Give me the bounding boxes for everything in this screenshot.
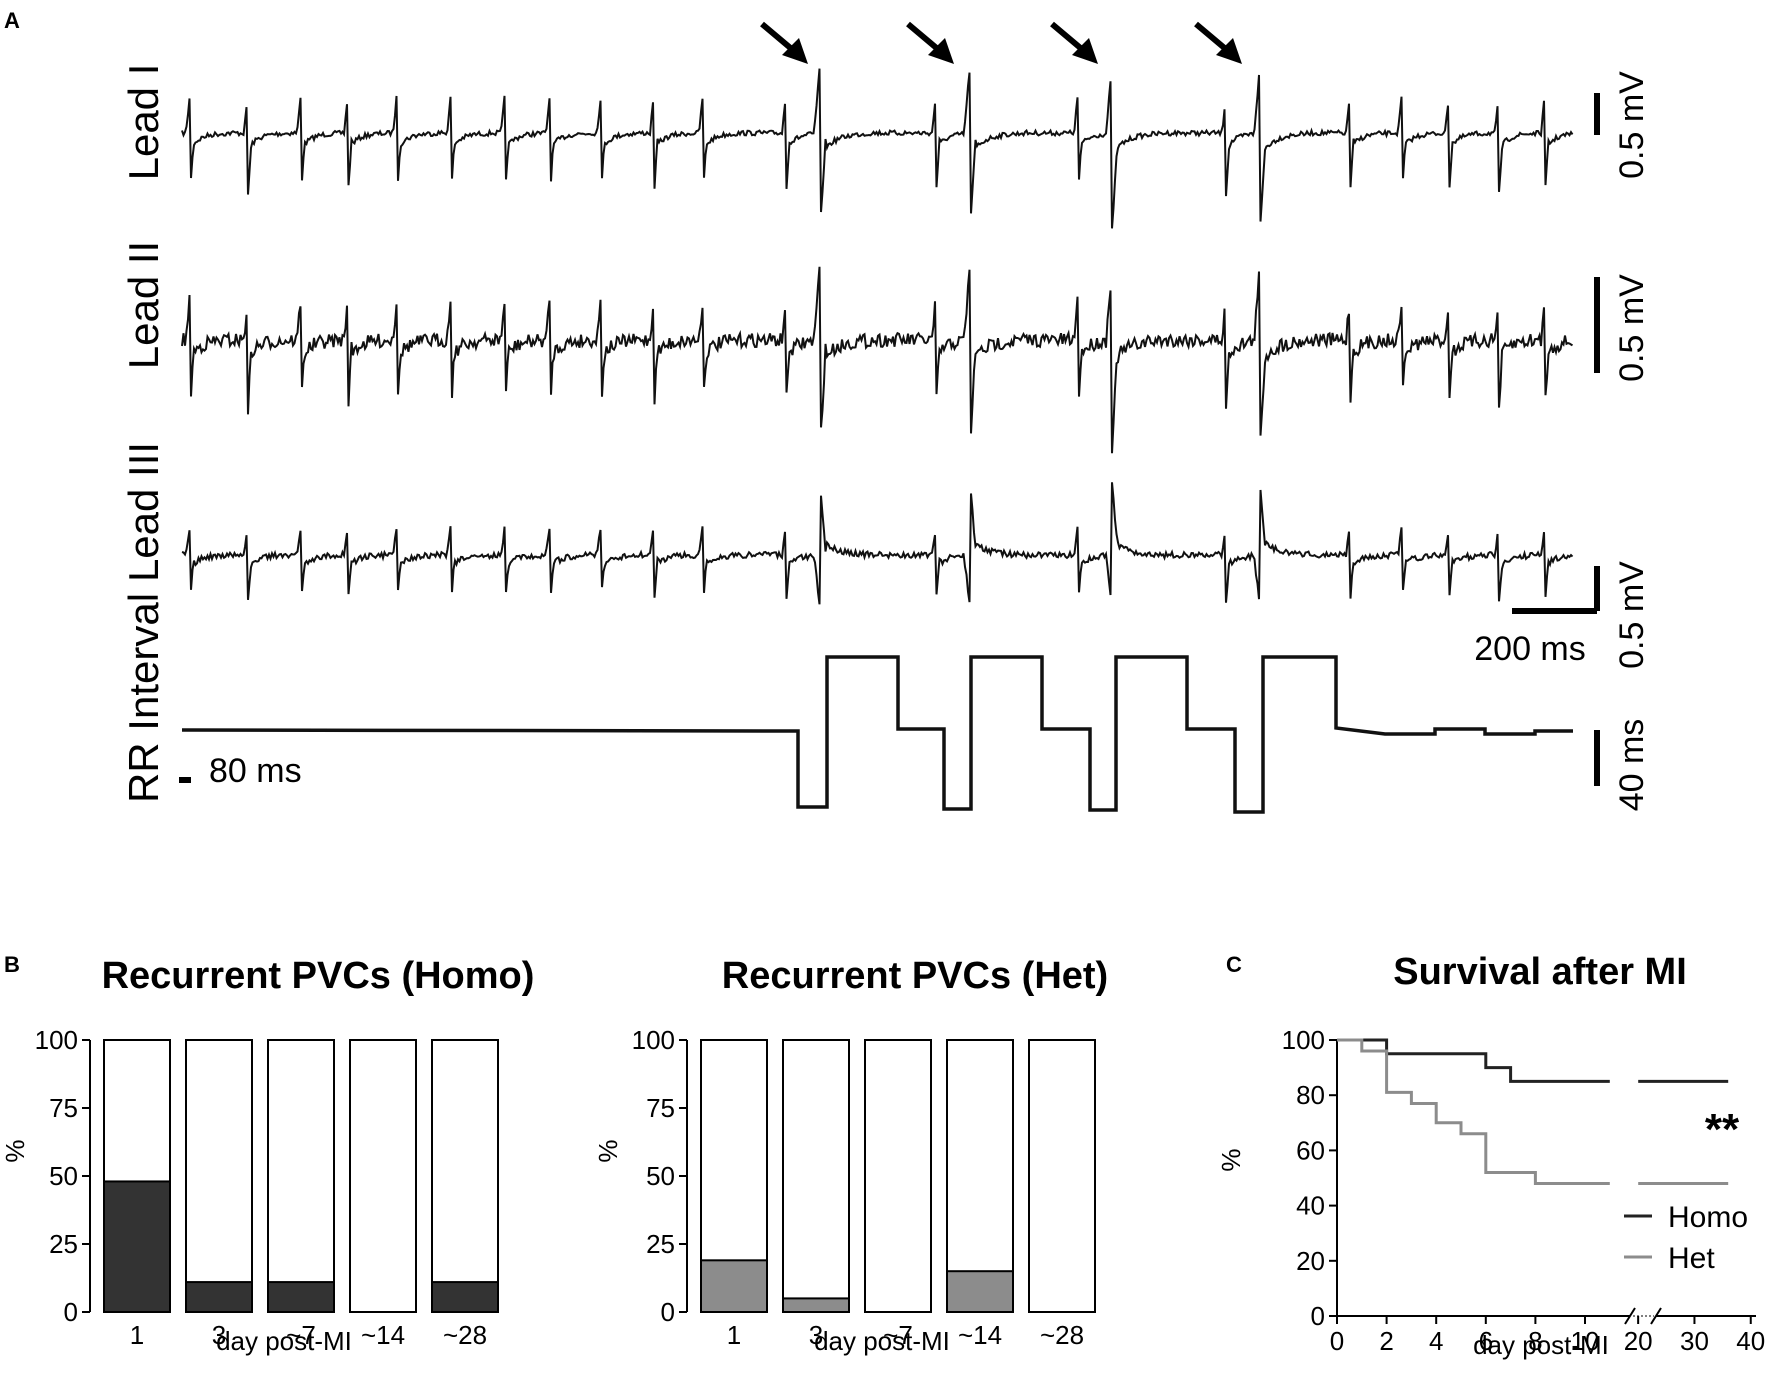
- y-tick-label: 50: [49, 1161, 78, 1191]
- pvc-arrow-4: [1194, 21, 1242, 64]
- x-tick-label: 10: [1571, 1326, 1600, 1356]
- legend-homo-label: Homo: [1668, 1201, 1748, 1234]
- y-tick-label: 100: [35, 1025, 78, 1055]
- het-bars: [700, 1039, 1096, 1314]
- lead-ii-trace: [181, 266, 1574, 454]
- y-tick-label: 100: [632, 1025, 675, 1055]
- x-tick-label: ~7: [286, 1320, 316, 1350]
- x-tick-label: 1: [727, 1320, 741, 1350]
- survival-chart-title: Survival after MI: [1393, 951, 1687, 993]
- x-tick-label: ~28: [1040, 1320, 1084, 1350]
- bar-total-4: [431, 1039, 499, 1313]
- survival-x-axis-title: day post-MI: [1473, 1330, 1609, 1360]
- homo-bar-chart: Recurrent PVCs (Homo) % day post-MI 0 25 5…: [0, 955, 534, 1356]
- bar-total-1: [185, 1039, 253, 1313]
- bar-value-1: [185, 1281, 253, 1313]
- x-tick-label: 2: [1379, 1326, 1393, 1356]
- y-tick-label: 0: [661, 1297, 675, 1327]
- pvc-arrows: [760, 21, 1242, 64]
- survival-axes: 0 20 40 60 80 100 0 2 4 6 8 10 20 30 40: [1282, 1025, 1766, 1356]
- x-tick-label: ~7: [883, 1320, 913, 1350]
- y-tick-label: 100: [1282, 1025, 1325, 1055]
- bar-value-2: [267, 1281, 335, 1313]
- het-chart-title: Recurrent PVCs (Het): [722, 955, 1108, 997]
- het-x-axis-title: day post-MI: [814, 1326, 950, 1356]
- y-tick-label: 50: [646, 1161, 675, 1191]
- y-tick-label: 0: [1311, 1301, 1325, 1331]
- panel-c-letter: C: [1226, 952, 1242, 977]
- y-tick-label: 25: [646, 1229, 675, 1259]
- legend-het-label: Het: [1668, 1242, 1715, 1275]
- homo-chart-title: Recurrent PVCs (Homo): [102, 955, 535, 997]
- homo-y-axis: 0 25 50 75 100: [35, 1025, 91, 1327]
- y-tick-label: 75: [49, 1093, 78, 1123]
- x-tick-label: 3: [212, 1320, 226, 1350]
- bar-total-4: [1028, 1039, 1096, 1313]
- bar-total-1: [782, 1039, 850, 1313]
- lead-iii-scale-label: 0.5 mV: [1613, 561, 1651, 669]
- x-tick-label: 6: [1479, 1326, 1493, 1356]
- x-tick-label: 3: [809, 1320, 823, 1350]
- het-x-axis: 1 3 ~7 ~14 ~28: [727, 1320, 1084, 1350]
- survival-significance-stars: **: [1705, 1105, 1740, 1154]
- rr-scale-label: 40 ms: [1613, 719, 1651, 812]
- bar-total-2: [864, 1039, 932, 1313]
- bar-value-4: [431, 1281, 499, 1313]
- panel-b-letter: B: [4, 952, 20, 977]
- series-line-het-early: [1337, 1038, 1610, 1185]
- x-tick-label: ~14: [361, 1320, 405, 1350]
- homo-x-axis-title: day post-MI: [216, 1326, 352, 1356]
- y-tick-label: 0: [64, 1297, 78, 1327]
- y-tick-label: 20: [1296, 1246, 1325, 1276]
- time-scale-label: 200 ms: [1474, 630, 1586, 668]
- homo-bars: [103, 1039, 499, 1313]
- lead-iii-label: Lead III: [120, 442, 167, 582]
- rr-ref-label: 80 ms: [209, 752, 302, 790]
- bar-value-1: [782, 1297, 850, 1314]
- pvc-arrow-1: [760, 21, 808, 64]
- x-tick-label: 30: [1680, 1326, 1709, 1356]
- lead-iii-trace: [181, 482, 1574, 605]
- lead-i-trace: [181, 68, 1574, 229]
- lead-i-scale-label: 0.5 mV: [1613, 71, 1651, 179]
- bar-total-3: [946, 1039, 1014, 1313]
- y-tick-label: 25: [49, 1229, 78, 1259]
- lead-ii-scale-label: 0.5 mV: [1613, 274, 1651, 382]
- homo-y-axis-title: %: [0, 1139, 30, 1162]
- survival-chart: Survival after MI % day post-MI ** 02040…: [1216, 951, 1765, 1360]
- x-tick-label: 40: [1736, 1326, 1765, 1356]
- series-line-homo-early: [1337, 1038, 1610, 1083]
- rr-interval-label: RR Interval: [120, 593, 167, 803]
- het-y-axis: 0 25 50 75 100: [632, 1025, 688, 1327]
- survival-lines: [1337, 1038, 1729, 1185]
- x-tick-label: 4: [1429, 1326, 1443, 1356]
- survival-legend: Homo Het: [1624, 1201, 1748, 1275]
- lead-ii-label: Lead II: [120, 241, 167, 369]
- bar-total-3: [349, 1039, 417, 1313]
- het-y-axis-title: %: [593, 1139, 623, 1162]
- x-tick-label: 20: [1624, 1326, 1653, 1356]
- pvc-arrow-3: [1050, 21, 1098, 64]
- rr-interval-trace: [181, 655, 1573, 814]
- survival-y-axis-title: %: [1216, 1148, 1246, 1171]
- het-bar-chart: Recurrent PVCs (Het) % day post-MI * 025…: [593, 955, 1108, 1356]
- x-tick-label: ~14: [958, 1320, 1002, 1350]
- y-tick-label: 40: [1296, 1191, 1325, 1221]
- lead-i-label: Lead I: [120, 64, 167, 181]
- y-tick-label: 75: [646, 1093, 675, 1123]
- y-tick-label: 60: [1296, 1135, 1325, 1165]
- x-tick-label: 8: [1528, 1326, 1542, 1356]
- bar-value-0: [103, 1180, 171, 1313]
- y-tick-label: 80: [1296, 1080, 1325, 1110]
- panel-a-letter: A: [4, 8, 20, 33]
- x-tick-label: ~28: [443, 1320, 487, 1350]
- homo-x-axis: 1 3 ~7 ~14 ~28: [130, 1320, 487, 1350]
- bar-value-3: [946, 1270, 1014, 1313]
- pvc-arrow-2: [906, 21, 954, 64]
- bar-value-0: [700, 1259, 768, 1313]
- x-tick-label: 0: [1330, 1326, 1344, 1356]
- bar-total-2: [267, 1039, 335, 1313]
- x-tick-label: 1: [130, 1320, 144, 1350]
